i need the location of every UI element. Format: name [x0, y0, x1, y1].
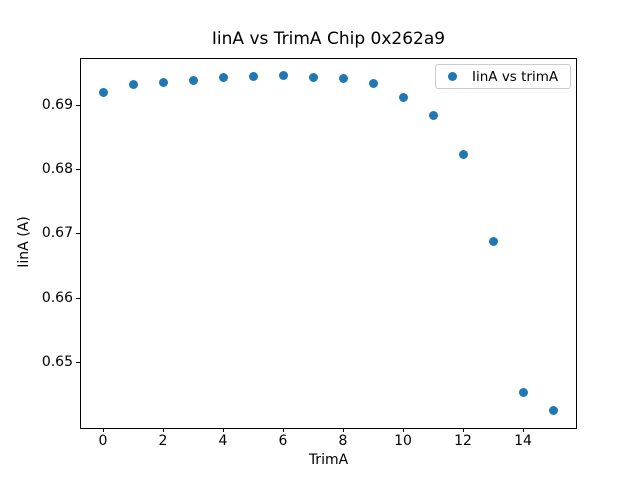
x-tick-label: 10 — [394, 433, 412, 449]
data-point — [98, 87, 108, 97]
y-axis-label: IinA (A) — [16, 216, 32, 268]
data-point — [278, 70, 288, 80]
x-tick-label: 8 — [338, 433, 348, 449]
data-point — [368, 79, 378, 89]
x-tick-label: 6 — [278, 433, 288, 449]
data-point — [548, 406, 558, 416]
y-tick-label: 0.65 — [41, 353, 73, 370]
x-tick-mark — [102, 428, 104, 432]
x-tick-label: 12 — [454, 433, 472, 449]
data-point — [428, 111, 438, 121]
data-point — [308, 72, 318, 82]
x-tick-mark — [162, 428, 164, 432]
data-point — [338, 74, 348, 84]
data-point — [188, 75, 198, 85]
x-tick-mark — [402, 428, 404, 432]
x-tick-label: 4 — [218, 433, 228, 449]
y-tick-mark — [76, 233, 80, 235]
data-point — [458, 150, 468, 160]
y-tick-mark — [76, 104, 80, 106]
y-tick-label: 0.69 — [41, 96, 73, 113]
x-axis-label: TrimA — [308, 452, 349, 468]
chart-title: IinA vs TrimA Chip 0x262a9 — [211, 29, 446, 49]
data-point — [398, 92, 408, 102]
y-tick-mark — [76, 297, 80, 299]
x-tick-mark — [222, 428, 224, 432]
legend-label: IinA vs trimA — [472, 68, 559, 85]
legend: IinA vs trimA — [435, 64, 571, 89]
x-tick-mark — [342, 428, 344, 432]
x-tick-label: 0 — [98, 433, 108, 449]
data-point — [128, 80, 138, 90]
x-tick-mark — [282, 428, 284, 432]
x-tick-label: 2 — [158, 433, 168, 449]
data-point — [518, 387, 528, 397]
y-tick-label: 0.66 — [41, 289, 73, 306]
plot-area — [80, 58, 577, 429]
y-tick-mark — [76, 169, 80, 171]
x-tick-label: 14 — [514, 433, 532, 449]
data-point — [248, 72, 258, 82]
y-tick-label: 0.67 — [41, 225, 73, 242]
data-point — [488, 237, 498, 247]
x-tick-mark — [522, 428, 524, 432]
data-point — [218, 73, 228, 83]
data-point — [158, 77, 168, 87]
x-tick-mark — [462, 428, 464, 432]
y-tick-label: 0.68 — [41, 161, 73, 178]
legend-marker-icon — [448, 72, 457, 81]
y-tick-mark — [76, 361, 80, 363]
